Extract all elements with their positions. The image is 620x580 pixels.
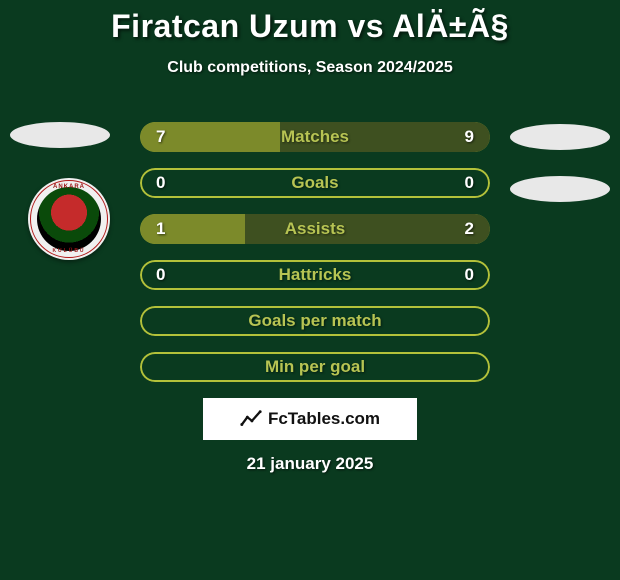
page-title: Firatcan Uzum vs AlÄ±Ã§: [0, 0, 620, 45]
stat-row: 00Hattricks: [140, 260, 490, 290]
brand-text: FcTables.com: [268, 409, 380, 429]
player-placeholder-right: [510, 124, 610, 150]
brand-badge: FcTables.com: [203, 398, 417, 440]
badge-text-top: ANKARA: [37, 184, 101, 190]
stat-label: Goals: [140, 168, 490, 198]
stat-label: Hattricks: [140, 260, 490, 290]
player-placeholder-right: [510, 176, 610, 202]
stat-row: 12Assists: [140, 214, 490, 244]
stat-label: Min per goal: [140, 352, 490, 382]
team-badge-left: ANKARA KULÜBÜ: [28, 178, 110, 260]
stat-label: Assists: [140, 214, 490, 244]
badge-emblem: ANKARA KULÜBÜ: [37, 187, 101, 251]
stat-row: Goals per match: [140, 306, 490, 336]
stat-row: 00Goals: [140, 168, 490, 198]
stat-label: Goals per match: [140, 306, 490, 336]
footer-date: 21 january 2025: [0, 454, 620, 474]
badge-text-bot: KULÜBÜ: [37, 248, 101, 254]
stat-row: Min per goal: [140, 352, 490, 382]
stat-label: Matches: [140, 122, 490, 152]
player-placeholder-left: [10, 122, 110, 148]
chart-icon: [240, 408, 262, 430]
page-subtitle: Club competitions, Season 2024/2025: [0, 59, 620, 77]
stats-chart: 79Matches 00Goals 12Assists 00Hattricks Goal…: [140, 122, 490, 398]
stat-row: 79Matches: [140, 122, 490, 152]
